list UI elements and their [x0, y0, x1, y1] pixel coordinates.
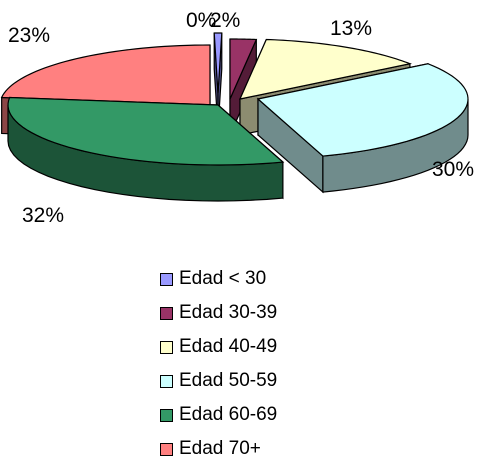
data-label: 0% [186, 9, 216, 32]
legend-item: Edad < 30 [160, 262, 277, 296]
data-label: 30% [432, 158, 474, 181]
legend-swatch [160, 442, 173, 456]
legend-item: Edad 40-49 [160, 330, 277, 364]
legend-swatch [160, 374, 173, 388]
legend-label: Edad 30-39 [179, 302, 278, 323]
data-label: 23% [8, 24, 50, 47]
legend-swatch [160, 408, 173, 422]
legend-item: Edad 50-59 [160, 364, 277, 398]
data-label: 13% [330, 17, 372, 40]
pie-slice [256, 62, 469, 194]
legend: Edad < 30 Edad 30-39 Edad 40-49 Edad 50-… [160, 262, 277, 466]
data-label: 32% [22, 204, 64, 227]
legend-label: Edad < 30 [179, 268, 267, 289]
pie-slice [7, 96, 285, 202]
legend-swatch [160, 306, 173, 320]
legend-swatch [160, 272, 173, 286]
legend-item: Edad 70+ [160, 432, 277, 466]
legend-label: Edad 40-49 [179, 336, 278, 357]
legend-swatch [160, 340, 173, 354]
legend-item: Edad 60-69 [160, 398, 277, 432]
legend-label: Edad 60-69 [179, 404, 278, 425]
data-label: 2% [210, 9, 240, 32]
legend-item: Edad 30-39 [160, 296, 277, 330]
legend-label: Edad 50-59 [179, 370, 278, 391]
legend-label: Edad 70+ [179, 438, 261, 459]
